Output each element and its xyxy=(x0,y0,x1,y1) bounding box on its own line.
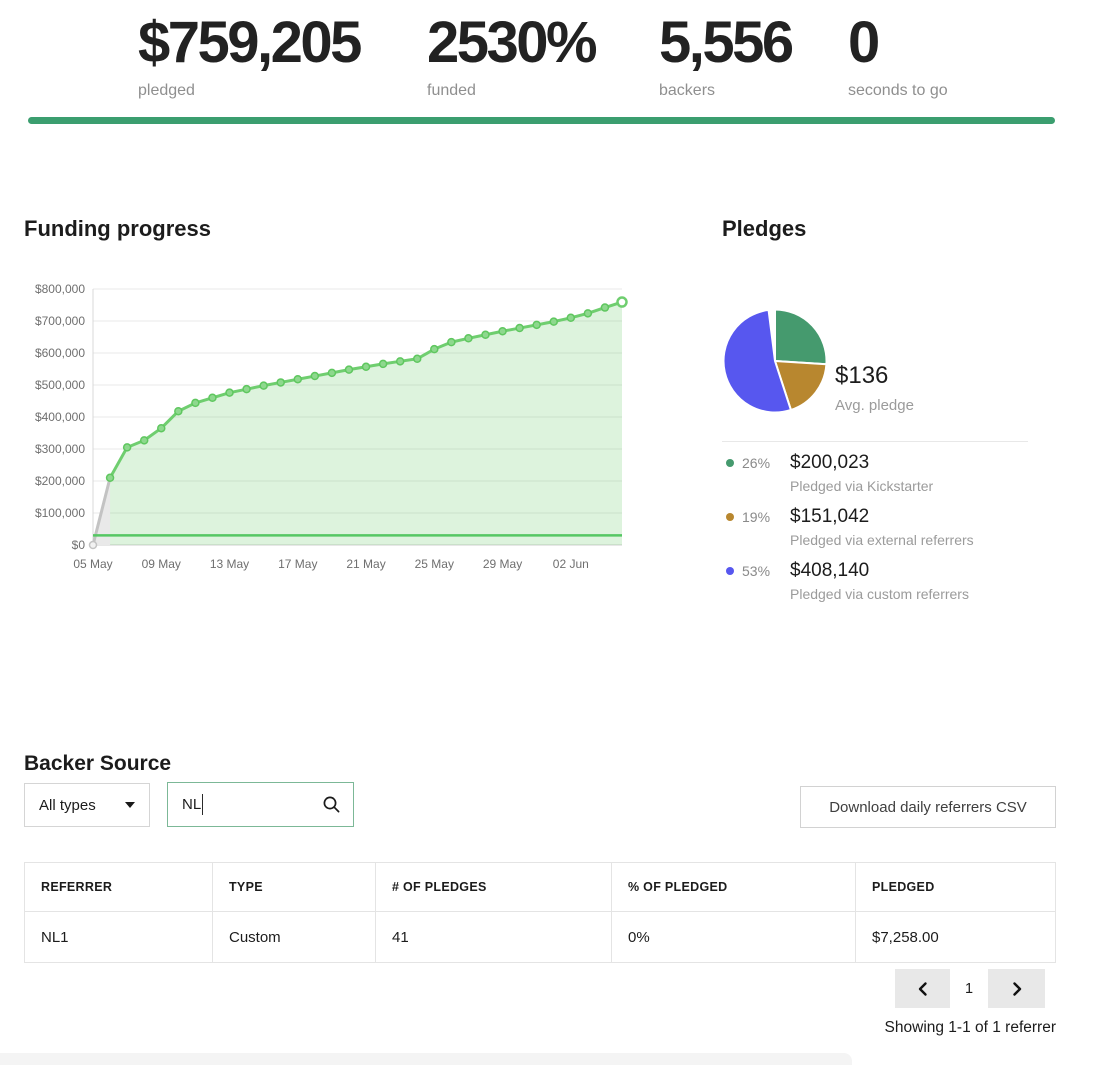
pledges-divider xyxy=(722,441,1028,442)
countdown-value: 0 xyxy=(848,10,880,75)
referrer-search-input[interactable]: NL xyxy=(167,782,354,827)
download-csv-button[interactable]: Download daily referrers CSV xyxy=(800,786,1056,828)
svg-text:25 May: 25 May xyxy=(415,557,454,571)
pledges-section-title: Pledges xyxy=(722,216,807,241)
legend-percent: 53% xyxy=(742,563,771,579)
type-filter-dropdown[interactable]: All types xyxy=(24,783,150,827)
table-cell: NL1 xyxy=(24,911,213,963)
svg-text:$600,000: $600,000 xyxy=(35,346,85,360)
svg-text:$700,000: $700,000 xyxy=(35,314,85,328)
stat-pledged: $759,205 pledged xyxy=(138,10,362,100)
funding-progress-chart: $0 $100,000 $200,000 $300,000 $400,000 $500,0… xyxy=(35,282,628,571)
funding-progress-bar xyxy=(28,117,1055,124)
pledge-breakdown-legend: 26% $200,023 Pledged via Kickstarter 19% $15… xyxy=(722,452,1052,614)
next-section-edge xyxy=(0,1053,852,1065)
svg-text:$100,000: $100,000 xyxy=(35,506,85,520)
legend-dot-icon xyxy=(726,567,734,575)
legend-detail: $408,140 Pledged via custom referrers xyxy=(790,560,969,602)
prev-page-button[interactable] xyxy=(895,969,950,1008)
legend-detail: $200,023 Pledged via Kickstarter xyxy=(790,452,933,494)
pledge-legend-item: 53% $408,140 Pledged via custom referrers xyxy=(722,560,1052,602)
avg-pledge-label: Avg. pledge xyxy=(835,397,914,414)
table-cell: $7,258.00 xyxy=(855,911,1056,963)
legend-percent: 19% xyxy=(742,509,771,525)
pledge-legend-item: 19% $151,042 Pledged via external referrer… xyxy=(722,506,1052,548)
table-cell: Custom xyxy=(212,911,376,963)
referrer-table: REFERRER TYPE # OF PLEDGES% OF PLEDGED PLED… xyxy=(24,862,1056,963)
legend-amount: $151,042 xyxy=(790,506,870,527)
svg-text:05 May: 05 May xyxy=(73,557,112,571)
avg-pledge-value: $136 xyxy=(835,362,889,389)
pledged-amount: $759,205 xyxy=(138,10,362,75)
stat-countdown: 0 seconds to go xyxy=(848,14,948,100)
funded-percent: 2530% xyxy=(427,10,598,75)
table-body: NL1 Custom 41 0% $7,258.00 xyxy=(24,911,1056,963)
svg-text:$800,000: $800,000 xyxy=(35,282,85,296)
table-header-row: REFERRER TYPE # OF PLEDGES% OF PLEDGED PLED… xyxy=(24,862,1056,912)
type-filter-value: All types xyxy=(39,796,96,814)
svg-text:$200,000: $200,000 xyxy=(35,474,85,488)
countdown-label: seconds to go xyxy=(848,82,948,99)
svg-text:$400,000: $400,000 xyxy=(35,410,85,424)
svg-text:$500,000: $500,000 xyxy=(35,378,85,392)
legend-detail: $151,042 Pledged via external referrers xyxy=(790,506,974,548)
legend-amount: $408,140 xyxy=(790,560,870,581)
stat-funded: 2530% funded xyxy=(427,10,598,100)
search-input-value: NL xyxy=(182,796,202,813)
pledge-legend-item: 26% $200,023 Pledged via Kickstarter xyxy=(722,452,1052,494)
pledged-label: pledged xyxy=(138,82,195,99)
legend-amount: $200,023 xyxy=(790,452,870,473)
column-header: REFERRER xyxy=(24,862,213,912)
svg-text:09 May: 09 May xyxy=(142,557,181,571)
backer-source-title: Backer Source xyxy=(24,752,172,775)
svg-text:$0: $0 xyxy=(72,538,86,552)
search-icon xyxy=(322,795,341,814)
legend-label: Pledged via external referrers xyxy=(790,532,974,548)
pagination-summary: Showing 1-1 of 1 referrer xyxy=(884,1019,1056,1036)
caret-down-icon xyxy=(125,802,135,808)
svg-text:13 May: 13 May xyxy=(210,557,249,571)
svg-text:02 Jun: 02 Jun xyxy=(553,557,589,571)
backers-count: 5,556 xyxy=(659,10,794,75)
next-page-button[interactable] xyxy=(988,969,1045,1008)
legend-percent: 26% xyxy=(742,455,771,471)
column-header: TYPE xyxy=(212,862,376,912)
column-header: # OF PLEDGES xyxy=(375,862,612,912)
avg-pledge-block: $136 Avg. pledge xyxy=(835,362,914,414)
pledges-pie-chart xyxy=(722,308,828,414)
table-cell: 0% xyxy=(611,911,856,963)
svg-text:29 May: 29 May xyxy=(483,557,522,571)
column-header: PLEDGED xyxy=(855,862,1056,912)
legend-dot-icon xyxy=(726,513,734,521)
legend-dot-icon xyxy=(726,459,734,467)
legend-label: Pledged via custom referrers xyxy=(790,586,969,602)
funded-label: funded xyxy=(427,82,476,99)
svg-text:21 May: 21 May xyxy=(346,557,385,571)
stat-backers: 5,556 backers xyxy=(659,10,794,100)
svg-text:$300,000: $300,000 xyxy=(35,442,85,456)
column-header: % OF PLEDGED xyxy=(611,862,856,912)
chevron-left-icon xyxy=(915,981,931,997)
text-cursor xyxy=(202,794,204,815)
chevron-right-icon xyxy=(1009,981,1025,997)
backers-label: backers xyxy=(659,82,716,99)
table-row: NL1 Custom 41 0% $7,258.00 xyxy=(24,911,1056,963)
legend-label: Pledged via Kickstarter xyxy=(790,478,934,494)
current-page-number: 1 xyxy=(964,980,974,997)
table-cell: 41 xyxy=(375,911,612,963)
funding-section-title: Funding progress xyxy=(24,216,211,241)
svg-text:17 May: 17 May xyxy=(278,557,317,571)
